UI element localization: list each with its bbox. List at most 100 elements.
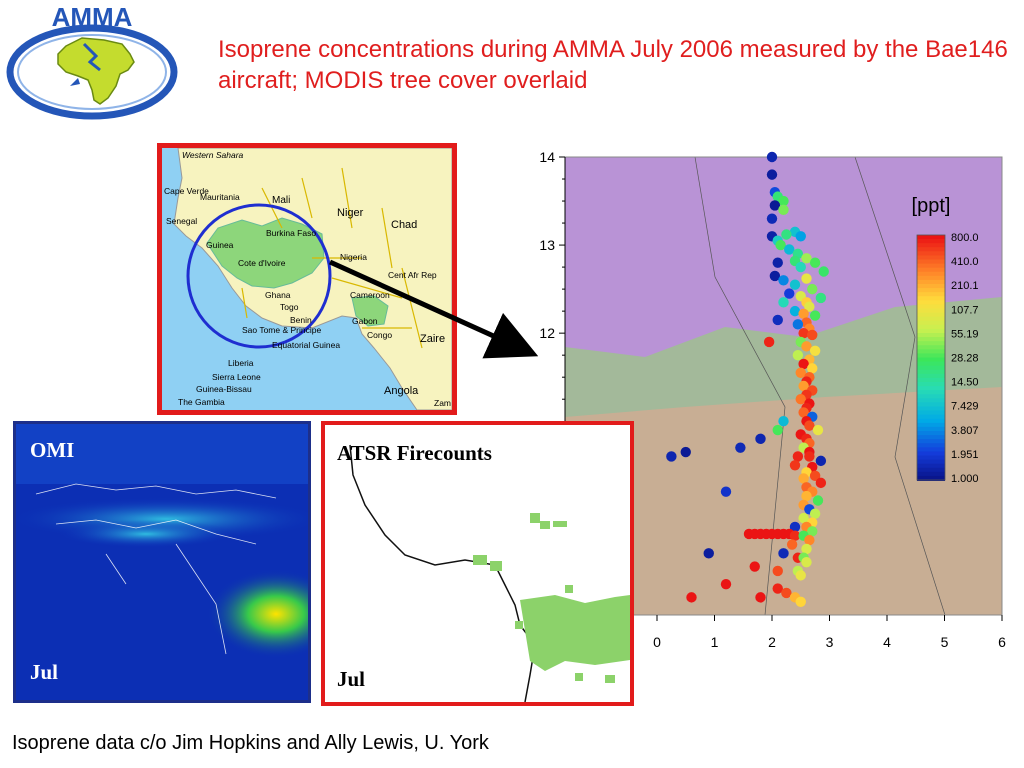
colorbar-segment	[917, 475, 945, 481]
data-point	[686, 592, 697, 603]
data-point	[763, 336, 775, 348]
data-point	[772, 314, 783, 326]
data-point	[789, 521, 801, 533]
colorbar-segment	[917, 324, 945, 330]
data-point	[766, 169, 778, 180]
colorbar-segment	[917, 328, 945, 334]
tree-cover-dense	[565, 387, 1002, 615]
data-point	[815, 477, 827, 489]
map-label: Mali	[272, 195, 290, 206]
logo-text: AMMA	[52, 4, 133, 32]
data-point	[798, 380, 809, 392]
data-point	[784, 244, 795, 255]
data-point	[778, 297, 789, 308]
data-point	[807, 526, 818, 537]
map-label: Cameroon	[350, 290, 390, 300]
data-point	[812, 424, 824, 436]
colorbar-segment	[917, 345, 945, 351]
data-point	[772, 257, 783, 268]
data-point	[812, 495, 824, 506]
colorbar-segment	[917, 333, 945, 339]
data-point	[801, 253, 812, 264]
data-point	[804, 420, 815, 431]
map-label: Burkina Faso	[266, 228, 316, 238]
y-tick-label: 13	[539, 237, 555, 253]
page-title: Isoprene concentrations during AMMA July…	[218, 36, 1008, 94]
colorbar-segment	[917, 402, 945, 408]
omi-label: OMI	[30, 438, 75, 462]
colorbar-segment	[917, 418, 945, 424]
map-label: Gabon	[352, 316, 378, 326]
data-point	[801, 341, 812, 352]
data-point	[801, 556, 812, 568]
colorbar-segment	[917, 296, 945, 302]
data-point	[801, 543, 812, 555]
data-point	[772, 583, 783, 594]
data-point	[801, 490, 812, 502]
data-point	[795, 596, 806, 607]
data-point	[666, 451, 677, 462]
data-point	[815, 455, 827, 467]
colorbar-segment	[917, 304, 945, 310]
map-drawing: Western Sahara Mali Niger Chad Cape Verd…	[162, 148, 452, 410]
colorbar-segment	[917, 255, 945, 261]
colorbar-tick-label: 3.807	[951, 425, 979, 437]
data-point	[798, 308, 809, 319]
colorbar-tick-label: 210.1	[951, 280, 979, 292]
map-label: Guinea-Bissau	[196, 384, 252, 394]
data-point	[795, 261, 806, 273]
colorbar-segment	[917, 394, 945, 400]
map-label: Nigeria	[340, 252, 367, 262]
colorbar-segment	[917, 431, 945, 437]
data-point	[781, 229, 792, 240]
data-credit: Isoprene data c/o Jim Hopkins and Ally L…	[12, 732, 489, 754]
colorbar-segment	[917, 349, 945, 355]
map-label: Benin	[290, 315, 312, 325]
colorbar-segment	[917, 357, 945, 363]
data-point	[735, 442, 746, 453]
x-tick-label: 5	[941, 634, 949, 650]
data-point	[804, 451, 815, 462]
y-tick-label: 14	[539, 149, 555, 165]
data-point	[680, 446, 691, 458]
x-tick-label: 0	[653, 634, 661, 650]
data-point	[778, 275, 789, 286]
map-label: Sierra Leone	[212, 372, 261, 382]
amma-logo: AMMA	[6, 4, 178, 120]
data-point	[789, 279, 801, 290]
colorbar-segment	[917, 239, 945, 245]
map-label: Togo	[280, 302, 299, 312]
colorbar-tick-label: 7.429	[951, 401, 979, 413]
border-line	[694, 156, 786, 616]
data-point	[778, 416, 789, 427]
colorbar-segment	[917, 292, 945, 298]
colorbar-segment	[917, 247, 945, 253]
map-label: Congo	[367, 330, 392, 340]
colorbar-segment	[917, 463, 945, 469]
colorbar-segment	[917, 435, 945, 441]
data-point	[801, 273, 812, 284]
data-point	[789, 460, 801, 471]
colorbar-segment	[917, 300, 945, 306]
colorbar-segment	[917, 308, 945, 314]
colorbar-segment	[917, 386, 945, 392]
colorbar-segment	[917, 235, 945, 241]
data-point	[818, 266, 829, 277]
colorbar-segment	[917, 398, 945, 404]
colorbar-segment	[917, 259, 945, 265]
colorbar-segment	[917, 288, 945, 294]
data-point	[795, 367, 806, 378]
colorbar-segment	[917, 243, 945, 249]
data-point	[778, 195, 789, 207]
colorbar-tick-label: 800.0	[951, 232, 979, 244]
map-label: Ghana	[265, 290, 291, 300]
colorbar-segment	[917, 447, 945, 453]
data-point	[804, 301, 815, 312]
colorbar-segment	[917, 320, 945, 326]
data-point	[786, 539, 798, 550]
colorbar-segment	[917, 455, 945, 461]
data-point	[720, 486, 732, 497]
data-point	[766, 213, 778, 224]
map-label: Liberia	[228, 358, 254, 368]
